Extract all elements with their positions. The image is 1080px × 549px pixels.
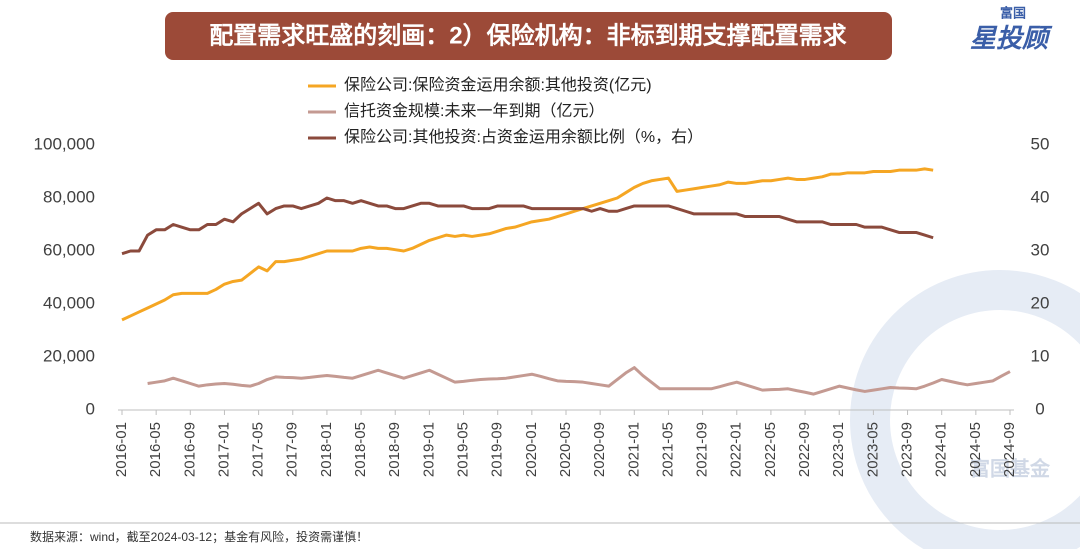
y-tick-label: 0 (86, 399, 95, 418)
footer: 数据来源：wind，截至2024-03-12；基金有风险，投资需谨慎！ (30, 529, 368, 544)
y-tick-label: 100,000 (34, 134, 95, 153)
x-tick-label: 2023-05 (864, 422, 881, 477)
x-tick-label: 2019-09 (489, 422, 506, 477)
logo: 星投顾 (970, 23, 1053, 53)
x-tick-label: 2017-09 (284, 422, 301, 477)
legend-label: 保险公司:其他投资:占资金运用余额比例（%，右） (344, 127, 703, 146)
watermark: 富国基金 (970, 456, 1051, 480)
x-tick-label: 2020-05 (557, 422, 574, 477)
series-line (121, 196, 934, 256)
y-tick-label: 80,000 (43, 187, 95, 206)
y2-tick-label: 50 (1031, 134, 1050, 153)
chart-title: 配置需求旺盛的刻画：2）保险机构：非标到期支撑配置需求 (209, 21, 846, 49)
logo-top: 富国 (1000, 5, 1026, 20)
x-tick-label: 2022-05 (762, 422, 779, 477)
x-tick-label: 2023-01 (830, 422, 847, 477)
y2-tick-label: 40 (1031, 187, 1050, 206)
x-tick-label: 2020-09 (591, 422, 608, 477)
y2-tick-label: 10 (1031, 346, 1050, 365)
series-line (121, 167, 934, 322)
x-tick-label: 2018-09 (386, 422, 403, 477)
x-tick-label: 2022-01 (728, 422, 745, 477)
x-tick-label: 2017-05 (250, 422, 267, 477)
x-tick-label: 2018-05 (352, 422, 369, 477)
x-tick-label: 2017-01 (215, 422, 232, 477)
x-tick-label: 2024-01 (933, 422, 950, 477)
x-tick-label: 2018-01 (318, 422, 335, 477)
legend-label: 保险公司:保险资金运用余额:其他投资(亿元) (344, 75, 652, 94)
y-tick-label: 20,000 (43, 346, 95, 365)
series-line (147, 366, 1011, 396)
legend-label: 信托资金规模:未来一年到期（亿元） (344, 102, 604, 120)
x-tick-label: 2016-09 (181, 422, 198, 477)
x-tick-label: 2021-09 (694, 422, 711, 477)
y-tick-label: 40,000 (43, 293, 95, 312)
x-tick-label: 2023-09 (899, 422, 916, 477)
x-tick-label: 2019-01 (420, 422, 437, 477)
x-tick-label: 2024-09 (1001, 422, 1018, 477)
x-tick-label: 2021-05 (659, 422, 676, 477)
x-tick-label: 2016-01 (113, 422, 130, 477)
x-tick-label: 2020-01 (523, 422, 540, 477)
x-tick-label: 2019-05 (455, 422, 472, 477)
title-banner (165, 12, 892, 60)
x-tick-label: 2024-05 (967, 422, 984, 477)
x-tick-label: 2021-01 (625, 422, 642, 477)
watermark-ring (850, 270, 1080, 549)
y2-tick-label: 30 (1031, 240, 1050, 259)
y-tick-label: 60,000 (43, 240, 95, 259)
y2-tick-label: 20 (1031, 293, 1050, 312)
x-tick-label: 2022-09 (796, 422, 813, 477)
x-tick-label: 2016-05 (147, 422, 164, 477)
y2-tick-label: 0 (1035, 399, 1044, 418)
